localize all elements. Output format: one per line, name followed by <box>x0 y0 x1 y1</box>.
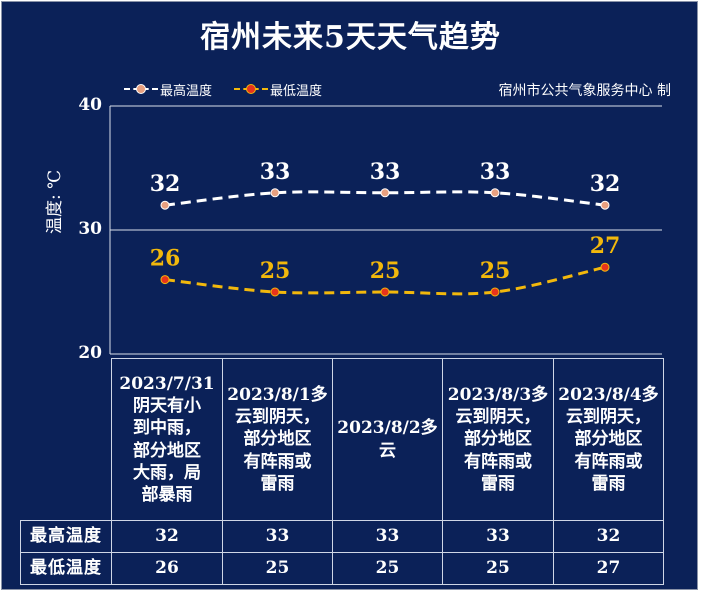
data-point-high <box>380 188 390 198</box>
weather-row: 2023/7/31 阴天有小 到中雨， 部分地区 大雨，局 部暴雨 2023/8/1多 云到… <box>20 358 664 521</box>
data-point-low <box>270 287 280 297</box>
y-tick-label-20: 20 <box>78 343 102 363</box>
data-point-high <box>160 200 170 210</box>
low-temp-row: 最低温度 26 25 25 25 27 <box>20 552 664 585</box>
data-point-high <box>600 200 610 210</box>
data-point-low <box>160 275 170 285</box>
low-temp-cell: 27 <box>553 552 664 585</box>
legend-line-high-icon <box>124 82 158 96</box>
data-point-high <box>270 188 280 198</box>
legend-label-high: 最高温度 <box>160 83 213 99</box>
legend-label-low: 最低温度 <box>270 83 323 99</box>
data-point-low <box>490 287 500 297</box>
data-label-low: 26 <box>150 246 181 272</box>
legend-line-low-icon <box>234 82 269 96</box>
row-header-high: 最高温度 <box>20 520 112 553</box>
data-label-low: 25 <box>370 258 401 284</box>
source-credit: 宿州市公共气象服务中心 制 <box>498 83 671 99</box>
data-label-high: 33 <box>480 159 511 185</box>
data-label-low: 25 <box>260 258 291 284</box>
weather-cell: 2023/8/4多 云到阴天， 部分地区 有阵雨或 雷雨 <box>553 358 664 521</box>
weather-cell: 2023/8/3多 云到阴天， 部分地区 有阵雨或 雷雨 <box>442 358 554 521</box>
weather-cell: 2023/8/1多 云到阴天， 部分地区 有阵雨或 雷雨 <box>222 358 333 521</box>
chart-title: 宿州未来5天天气趋势 <box>200 20 501 55</box>
high-temp-cell: 33 <box>332 520 443 553</box>
low-temp-cell: 25 <box>222 552 333 585</box>
data-point-low <box>600 262 610 272</box>
weather-cell: 2023/7/31 阴天有小 到中雨， 部分地区 大雨，局 部暴雨 <box>111 358 223 521</box>
data-label-low: 25 <box>480 258 511 284</box>
high-temp-cell: 33 <box>222 520 333 553</box>
weather-table: 2023/7/31 阴天有小 到中雨， 部分地区 大雨，局 部暴雨 2023/8/1多 云到… <box>20 358 664 585</box>
data-label-high: 32 <box>590 171 621 197</box>
data-point-low <box>380 287 390 297</box>
y-tick-label-30: 30 <box>78 219 102 239</box>
data-label-high: 33 <box>370 159 401 185</box>
legend: 最高温度 最低温度 <box>124 78 344 100</box>
legend-item-low: 最低温度 <box>234 80 322 99</box>
weather-cell: 2023/8/2多云 <box>332 358 443 521</box>
data-point-high <box>490 188 500 198</box>
low-temp-cell: 25 <box>442 552 554 585</box>
row-header-low: 最低温度 <box>20 552 112 585</box>
high-temp-cell: 32 <box>111 520 223 553</box>
high-temp-cell: 32 <box>553 520 664 553</box>
y-tick-label-40: 40 <box>78 95 102 115</box>
data-label-high: 33 <box>260 159 291 185</box>
table-corner <box>20 358 112 521</box>
series-line-low <box>164 265 606 296</box>
legend-item-high: 最高温度 <box>124 80 212 99</box>
low-temp-cell: 26 <box>111 552 223 585</box>
low-temp-cell: 25 <box>332 552 443 585</box>
data-label-low: 27 <box>590 233 621 259</box>
series-line-high <box>164 190 606 207</box>
data-label-high: 32 <box>150 171 181 197</box>
high-temp-row: 最高温度 32 33 33 33 32 <box>20 520 664 553</box>
high-temp-cell: 33 <box>442 520 554 553</box>
